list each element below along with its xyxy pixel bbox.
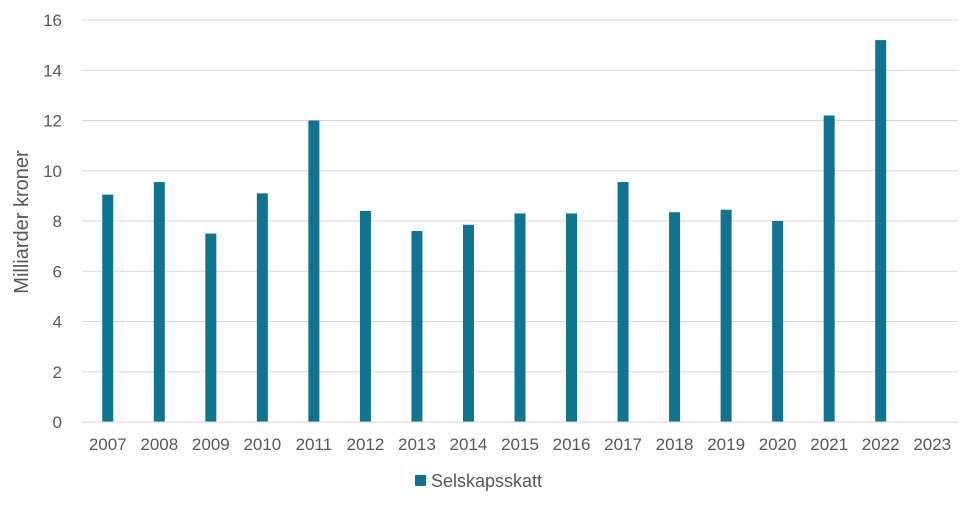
x-tick-label: 2007 — [89, 435, 127, 454]
x-tick-label: 2023 — [913, 435, 951, 454]
bar — [669, 212, 681, 422]
bar — [462, 224, 474, 422]
x-tick-label: 2018 — [656, 435, 694, 454]
x-tick-label: 2008 — [140, 435, 178, 454]
bar — [153, 182, 165, 422]
bar — [205, 233, 217, 422]
legend-label: Selskapsskatt — [431, 471, 542, 491]
x-tick-label: 2019 — [707, 435, 745, 454]
bar — [411, 231, 423, 422]
y-tick-label: 10 — [43, 162, 62, 181]
x-tick-label: 2010 — [243, 435, 281, 454]
x-tick-label: 2015 — [501, 435, 539, 454]
x-tick-label: 2017 — [604, 435, 642, 454]
bar — [875, 40, 887, 422]
bars — [102, 40, 887, 422]
x-tick-label: 2022 — [862, 435, 900, 454]
bar — [308, 120, 320, 422]
bar — [566, 213, 578, 422]
y-axis-title: Milliarder kroner — [11, 150, 33, 294]
y-tick-label: 16 — [43, 11, 62, 30]
y-tick-label: 4 — [53, 313, 62, 332]
x-tick-label: 2020 — [759, 435, 797, 454]
bar — [772, 221, 784, 422]
bar — [720, 209, 732, 422]
bar — [823, 115, 835, 422]
x-tick-label: 2011 — [296, 435, 333, 454]
x-tick-label: 2014 — [450, 435, 488, 454]
y-tick-label: 14 — [43, 61, 62, 80]
x-tick-label: 2013 — [398, 435, 436, 454]
y-tick-label: 6 — [53, 262, 62, 281]
y-axis-ticks: 0 2 4 6 8 10 12 14 16 — [43, 11, 62, 432]
y-tick-label: 2 — [53, 363, 62, 382]
y-tick-label: 12 — [43, 112, 62, 131]
bar — [617, 182, 629, 422]
bar — [359, 210, 371, 422]
legend-swatch — [415, 475, 426, 486]
bar — [256, 193, 268, 422]
x-axis-ticks: 2007 2008 2009 2010 2011 2012 2013 2014 2015 2016… — [89, 435, 951, 454]
legend: Selskapsskatt — [415, 471, 542, 491]
bar — [514, 213, 526, 422]
y-tick-label: 8 — [53, 212, 62, 231]
x-tick-label: 2012 — [346, 435, 384, 454]
x-tick-label: 2021 — [810, 435, 848, 454]
y-tick-label: 0 — [53, 413, 62, 432]
bar — [102, 194, 114, 422]
x-tick-label: 2009 — [192, 435, 230, 454]
x-tick-label: 2016 — [553, 435, 591, 454]
